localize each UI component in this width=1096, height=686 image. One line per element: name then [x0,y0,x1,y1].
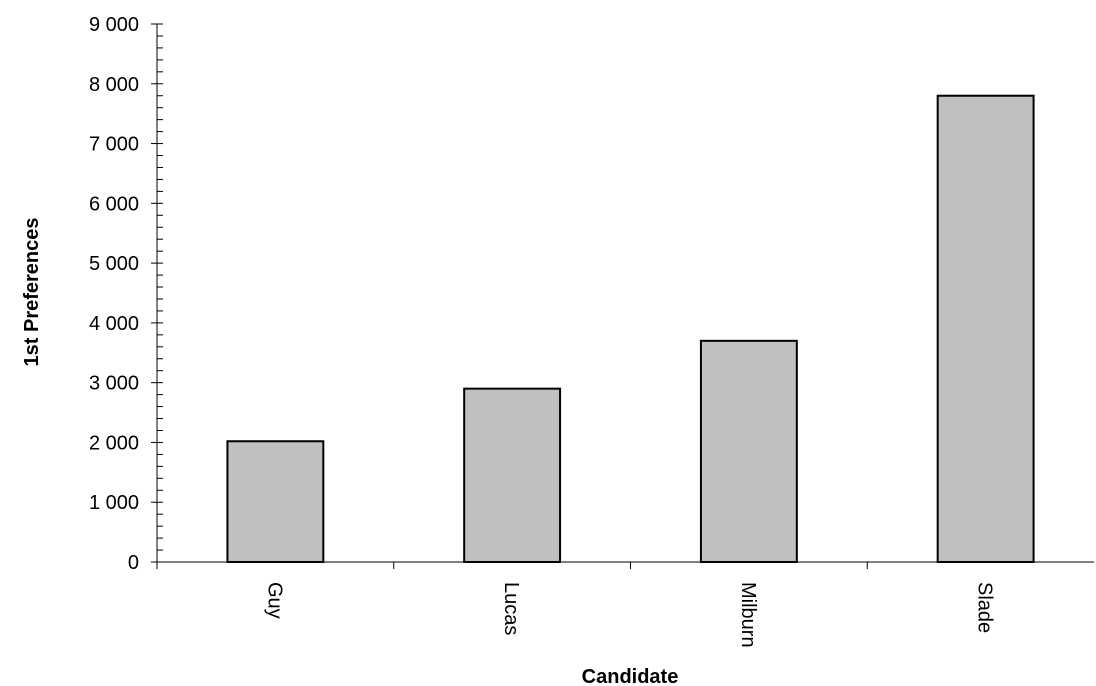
y-tick-label: 8 000 [89,74,139,96]
y-tick-label: 7 000 [89,134,139,156]
x-axis: Guy Lucas Milburn Slade [156,561,1094,648]
bars [226,94,1035,564]
y-tick-label: 4 000 [89,313,139,335]
y-axis-title: 1st Preferences [21,218,43,367]
y-tick-label: 9 000 [89,14,139,36]
x-tick-label: Lucas [500,582,522,635]
bar-milburn [699,339,798,564]
bar-lucas [463,387,562,563]
y-axis: 0 1 000 2 000 3 000 4 000 5 000 6 000 7 000 8 00… [89,14,163,574]
x-tick-label: Milburn [737,582,759,648]
y-tick-label: 0 [128,552,139,574]
bar-slade [936,94,1035,563]
y-tick-label: 6 000 [89,193,139,215]
bar-guy [226,440,325,564]
x-tick-label: Guy [263,582,285,619]
x-tick-label: Slade [974,582,996,633]
y-tick-label: 5 000 [89,253,139,275]
x-axis-title: Candidate [582,666,679,686]
y-tick-label: 3 000 [89,373,139,395]
y-tick-label: 1 000 [89,492,139,514]
y-tick-label: 2 000 [89,432,139,454]
